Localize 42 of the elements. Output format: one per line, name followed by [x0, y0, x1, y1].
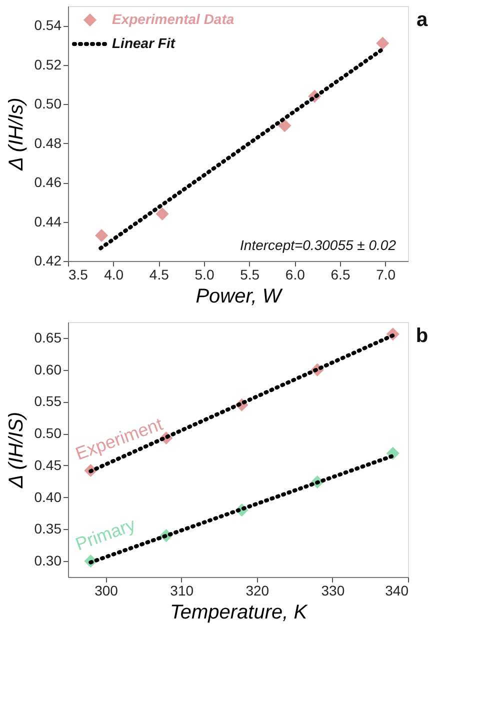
x-tick-label: 6.0 [285, 266, 306, 282]
x-tick-label: 3.5 [68, 266, 88, 282]
y-tick-label: 0.60 [34, 361, 62, 378]
y-axis-title: Δ (IH/Is) [5, 98, 28, 172]
y-axis-title: Δ (IH/IS) [5, 412, 28, 490]
text: b [416, 325, 428, 347]
x-tick-label: 330 [321, 582, 345, 598]
x-tick-label: 5.0 [194, 266, 214, 282]
x-tick-label: 300 [94, 582, 118, 598]
y-tick-label: 0.44 [34, 213, 62, 230]
text: Primary [72, 514, 138, 554]
x-tick-label: 4.5 [149, 266, 170, 282]
x-tick-label: 4.0 [104, 266, 124, 282]
y-tick-label: 0.65 [34, 329, 62, 346]
text: a [416, 9, 428, 31]
x-axis-title: Power, W [196, 286, 284, 308]
x-tick-label: 5.5 [240, 266, 260, 282]
y-tick-label: 0.54 [34, 17, 62, 34]
point [156, 207, 169, 220]
y-tick-label: 0.55 [34, 393, 62, 410]
annotation: Intercept=0.30055 ± 0.02 [240, 237, 396, 253]
y-tick-label: 0.40 [34, 488, 62, 505]
x-tick-label: 310 [170, 582, 194, 598]
y-tick-label: 0.42 [34, 252, 62, 268]
legend-label: Experimental Data [112, 11, 234, 27]
point [278, 119, 292, 132]
legend-label: Linear Fit [112, 35, 176, 51]
y-tick-label: 0.50 [34, 96, 62, 112]
point [376, 36, 390, 50]
y-tick-label: 0.48 [34, 134, 62, 151]
y-tick-label: 0.46 [34, 174, 62, 190]
y-tick-label: 0.50 [34, 425, 62, 442]
x-tick-label: 6.5 [330, 266, 350, 282]
y-tick-label: 0.35 [34, 520, 62, 537]
x-axis-title: Temperature, K [170, 602, 309, 624]
y-tick-label: 0.52 [34, 56, 62, 72]
x-tick-label: 320 [246, 582, 270, 598]
point [95, 228, 108, 242]
x-tick-label: 7.0 [376, 266, 396, 282]
y-tick-label: 0.45 [34, 456, 62, 473]
x-tick-label: 340 [385, 582, 409, 598]
y-tick-label: 0.30 [34, 552, 62, 569]
